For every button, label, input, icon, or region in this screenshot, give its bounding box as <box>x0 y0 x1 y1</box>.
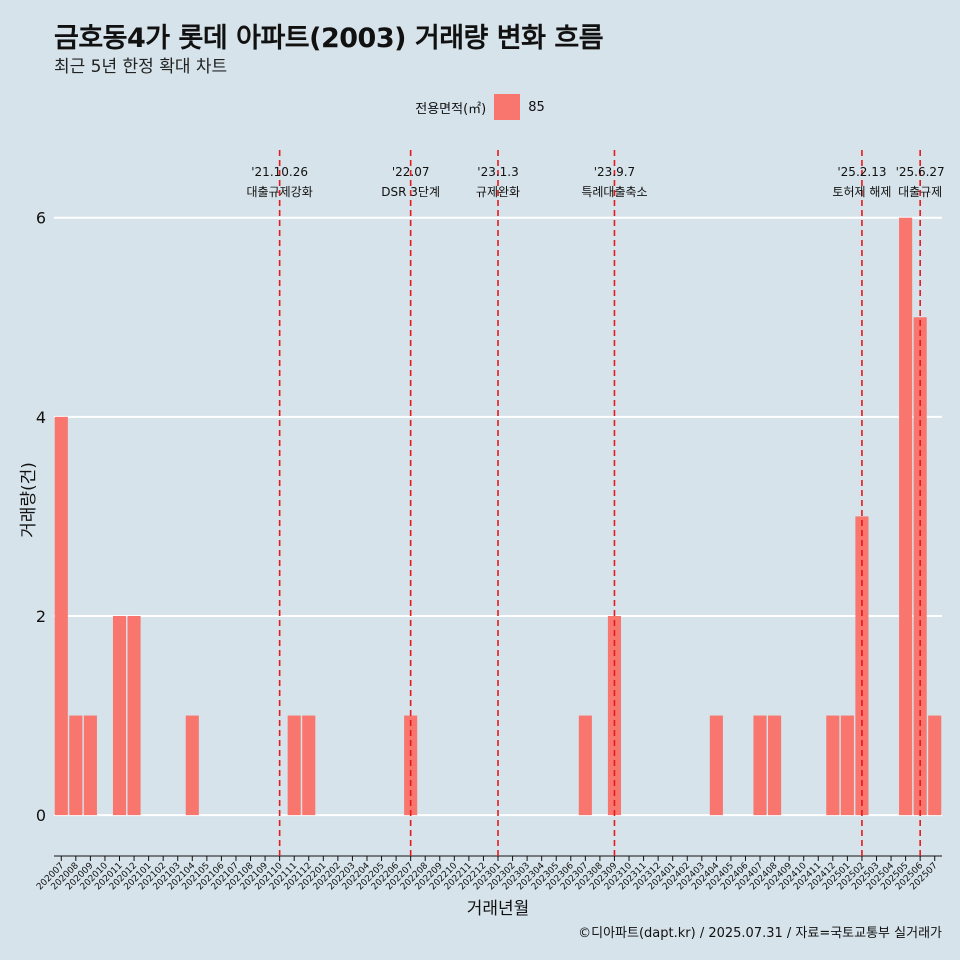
bar <box>83 715 97 816</box>
bar <box>840 715 854 816</box>
bar <box>709 715 723 816</box>
y-tick-label: 2 <box>36 607 46 626</box>
event-date-label: '23.1.3 <box>477 165 518 179</box>
bar <box>287 715 301 816</box>
y-axis-title: 거래량(건) <box>19 462 39 538</box>
event-date-label: '23.9.7 <box>594 165 635 179</box>
event-date-label: '25.6.27 <box>896 165 945 179</box>
legend-swatch <box>494 94 521 120</box>
y-tick-label: 6 <box>36 209 46 228</box>
bar <box>578 715 592 816</box>
bar <box>913 317 927 816</box>
bar <box>69 715 83 816</box>
source-caption: ©디아파트(dapt.kr) / 2025.07.31 / 자료=국토교통부 실… <box>578 926 942 941</box>
y-tick-label: 0 <box>36 806 46 825</box>
bar <box>54 416 68 816</box>
bar <box>826 715 840 816</box>
bar <box>928 715 942 816</box>
bar <box>899 217 913 816</box>
event-label: 규제완화 <box>476 185 520 199</box>
event-date-label: '25.2.13 <box>837 165 886 179</box>
event-label: DSR 3단계 <box>381 185 440 199</box>
legend-label: 85 <box>528 99 545 115</box>
event-label: 대출규제 <box>898 185 942 199</box>
bar <box>185 715 199 816</box>
chart-subtitle: 최근 5년 한정 확대 차트 <box>54 57 228 77</box>
legend-title: 전용면적(㎡) <box>415 101 487 117</box>
chart-title: 금호동4가 롯데 아파트(2003) 거래량 변화 흐름 <box>54 23 604 54</box>
event-label: 대출규제강화 <box>247 185 313 199</box>
y-tick-label: 4 <box>36 408 46 427</box>
legend: 전용면적(㎡) 85 <box>0 94 960 120</box>
bar <box>768 715 782 816</box>
bar <box>302 715 316 816</box>
event-label: 특례대출축소 <box>581 185 647 199</box>
bar <box>753 715 767 816</box>
bar <box>112 615 127 816</box>
event-date-label: '22.07 <box>392 165 430 179</box>
event-label: 토허제 해제 <box>832 185 891 199</box>
event-date-label: '21.10.26 <box>251 165 308 179</box>
bar <box>127 615 141 816</box>
x-axis-title: 거래년월 <box>467 899 530 919</box>
